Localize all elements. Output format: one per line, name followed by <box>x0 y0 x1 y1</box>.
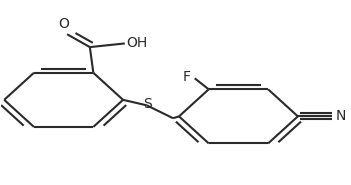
Text: N: N <box>336 109 346 123</box>
Text: O: O <box>58 18 69 31</box>
Text: OH: OH <box>127 36 148 50</box>
Text: S: S <box>144 97 152 110</box>
Text: F: F <box>183 70 191 84</box>
